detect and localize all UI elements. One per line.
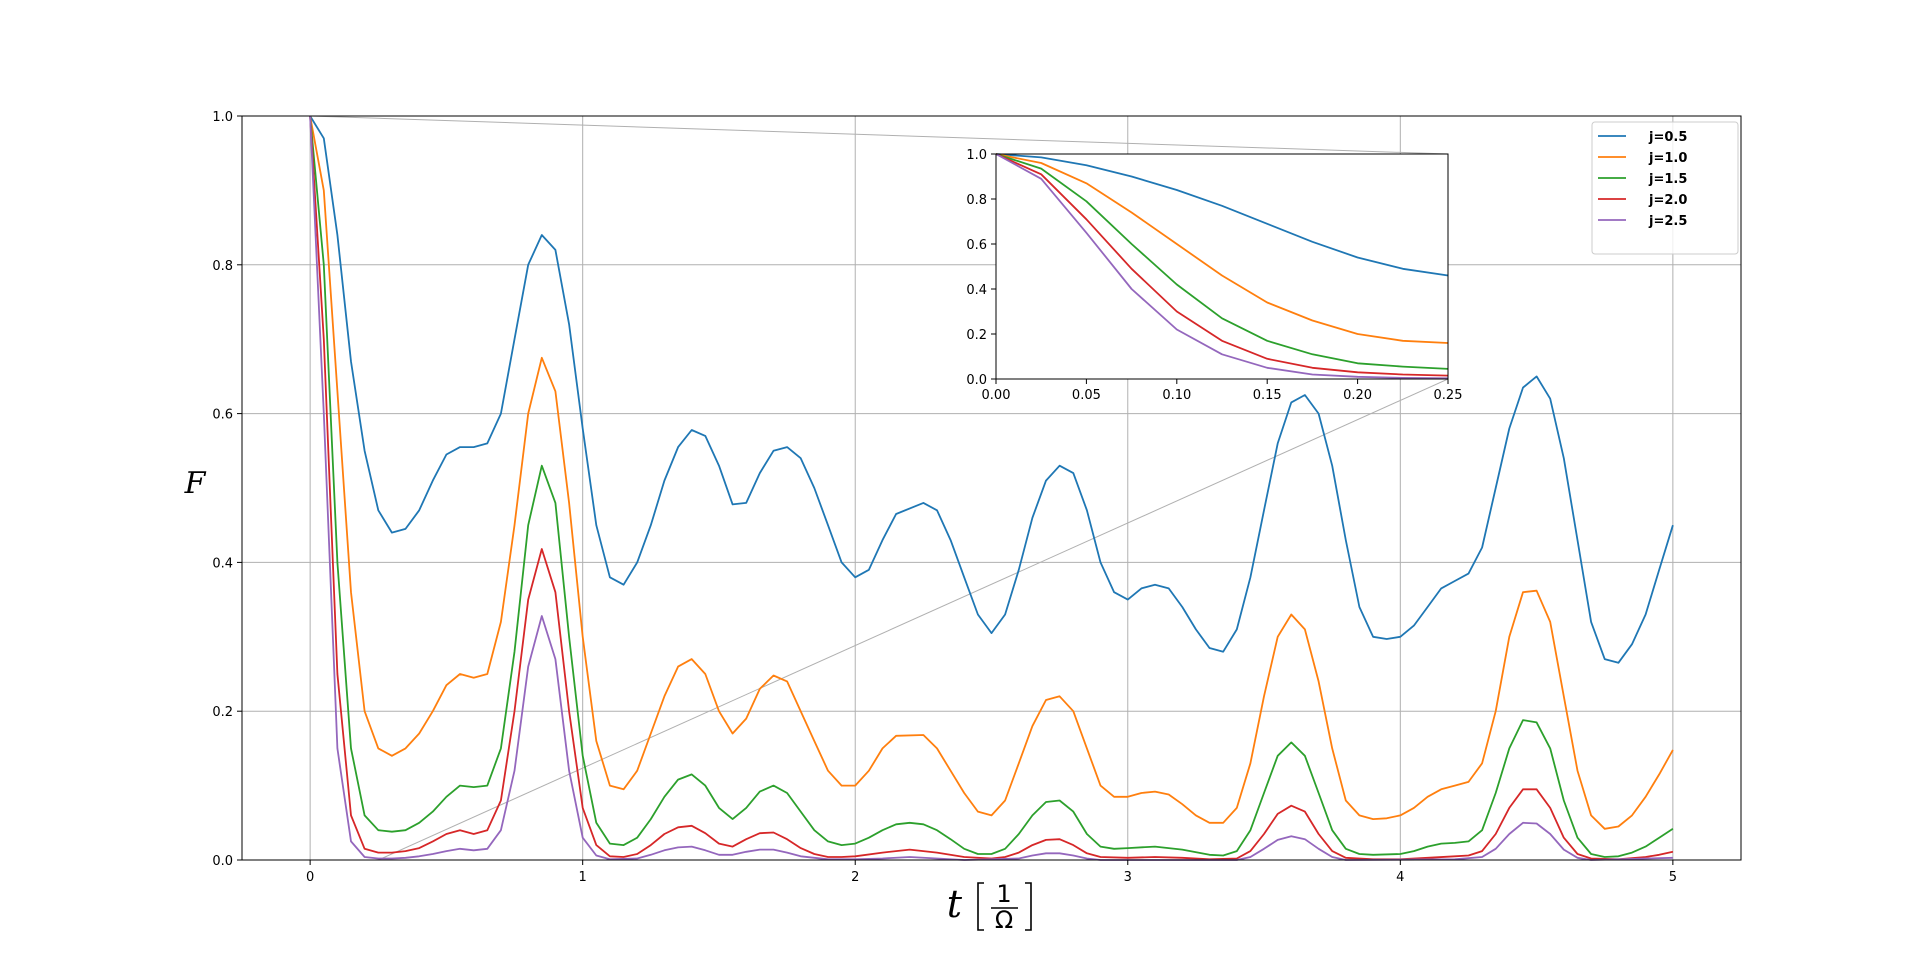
series-line-j=2.5 xyxy=(309,115,1673,861)
x-unit-left-bracket xyxy=(977,882,984,931)
inset-series-line-j=2.0 xyxy=(995,153,1449,377)
zoom-connectors xyxy=(310,115,1449,861)
inset-x-tick-label: 0.15 xyxy=(1253,388,1282,403)
inset-background xyxy=(996,154,1448,379)
legend-entry-j=0.5: j=0.5 xyxy=(1598,130,1687,145)
legend-entry-j=2.0: j=2.0 xyxy=(1598,193,1687,208)
inset-y-tick-label: 1.0 xyxy=(966,148,987,163)
legend-label: j=1.0 xyxy=(1648,151,1687,166)
inset-x-tick-label: 0.00 xyxy=(982,388,1011,403)
zoom-connector-bottom xyxy=(378,378,1449,861)
x-axis-unit-brackets xyxy=(977,882,1032,931)
x-tick-label: 3 xyxy=(1124,870,1132,885)
x-axis-variable: t xyxy=(947,882,963,926)
legend-entries: j=0.5 j=1.0 j=1.5 j=2.0 j=2.5 xyxy=(1598,130,1687,229)
y-tick-label: 0.2 xyxy=(212,705,233,720)
y-axis-label: F xyxy=(184,466,207,501)
legend-label: j=2.0 xyxy=(1648,193,1687,208)
main-series xyxy=(309,115,1674,861)
y-tick-label: 1.0 xyxy=(212,110,233,125)
x-tick-label: 4 xyxy=(1396,870,1404,885)
inset-y-tick-label: 0.6 xyxy=(966,238,987,253)
series-line-j=1.0 xyxy=(309,115,1674,830)
inset-y-tick-label: 0.8 xyxy=(966,193,987,208)
x-tick-label: 0 xyxy=(306,870,314,885)
legend: j=0.5 j=1.0 j=1.5 j=2.0 j=2.5 xyxy=(1591,121,1739,255)
inset-x-tick-label: 0.05 xyxy=(1072,388,1101,403)
inset-plot-frame xyxy=(995,153,1449,380)
y-tick-label: 0.8 xyxy=(212,259,233,274)
legend-label: j=0.5 xyxy=(1648,130,1687,145)
series-line-j=1.5 xyxy=(309,115,1674,858)
inset-series-line-j=1.5 xyxy=(995,153,1449,370)
inset-ticks: 0.00 0.05 0.10 0.15 0.20 0.25 0.0 0.2 0.4 0.6 0.8 1… xyxy=(966,148,1462,403)
inset-series xyxy=(995,153,1449,380)
inset-x-tick-label: 0.20 xyxy=(1343,388,1372,403)
x-axis-label: t 1 Ω xyxy=(947,880,1032,934)
main-axes: 0 1 2 3 4 5 0.0 0.2 0.4 0.6 0.8 1.0 xyxy=(212,110,1742,885)
inset-series-line-j=0.5 xyxy=(995,153,1449,277)
series-line-j=2.0 xyxy=(309,115,1674,861)
legend-entry-j=2.5: j=2.5 xyxy=(1598,214,1687,229)
y-tick-label: 0.4 xyxy=(212,556,233,571)
inset-series-line-j=2.5 xyxy=(995,153,1449,380)
y-tick-label: 0.0 xyxy=(212,854,233,869)
x-axis-unit-numerator: 1 xyxy=(996,880,1011,908)
inset-y-tick-label: 0.4 xyxy=(966,283,987,298)
legend-label: j=2.5 xyxy=(1648,214,1687,229)
zoom-connector-top xyxy=(310,115,1449,155)
x-tick-label: 5 xyxy=(1669,870,1677,885)
inset-x-tick-label: 0.25 xyxy=(1434,388,1463,403)
x-tick-label: 1 xyxy=(579,870,587,885)
x-tick-label: 2 xyxy=(851,870,859,885)
inset-y-tick-label: 0.2 xyxy=(966,328,987,343)
legend-entry-j=1.0: j=1.0 xyxy=(1598,151,1687,166)
inset-axes: 0.00 0.05 0.10 0.15 0.20 0.25 0.0 0.2 0.4 0.6 0.8 1… xyxy=(966,148,1462,403)
y-tick-label: 0.6 xyxy=(212,408,233,423)
legend-box xyxy=(1591,121,1739,255)
main-ticks: 0 1 2 3 4 5 0.0 0.2 0.4 0.6 0.8 1.0 xyxy=(212,110,1677,885)
inset-y-tick-label: 0.0 xyxy=(966,373,987,388)
main-plot-frame xyxy=(241,115,1742,861)
legend-entry-j=1.5: j=1.5 xyxy=(1598,172,1687,187)
series-line-j=0.5 xyxy=(309,115,1674,664)
x-unit-right-bracket xyxy=(1025,882,1032,931)
inset-series-line-j=1.0 xyxy=(995,153,1449,344)
x-axis-unit-denominator: Ω xyxy=(995,906,1013,934)
inset-x-tick-label: 0.10 xyxy=(1162,388,1191,403)
legend-label: j=1.5 xyxy=(1648,172,1687,187)
